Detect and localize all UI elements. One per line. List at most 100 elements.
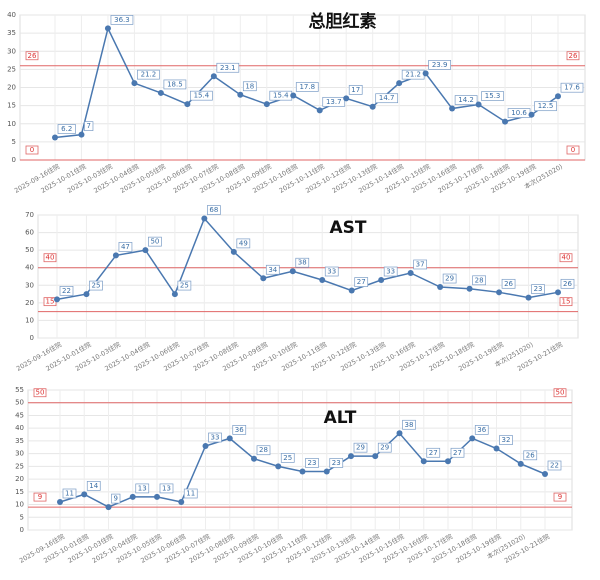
value-label: 34	[268, 266, 277, 274]
value-label-box	[413, 259, 427, 270]
value-label: 21.2	[141, 71, 157, 79]
y-tick-label: 70	[25, 211, 34, 219]
data-point	[323, 468, 330, 475]
value-label: 37	[416, 260, 425, 268]
value-label: 22	[550, 462, 559, 470]
data-point	[260, 275, 267, 282]
value-label-box	[560, 82, 584, 93]
x-tick-label: 2025-09-16住院	[13, 161, 62, 194]
data-point	[396, 430, 403, 437]
value-label-box	[295, 82, 319, 92]
value-label-box	[531, 284, 545, 294]
data-point	[289, 268, 296, 275]
value-label-box	[62, 488, 77, 499]
reference-label-box	[33, 492, 47, 502]
chart-title: ALT	[324, 408, 357, 428]
value-label: 25	[180, 282, 189, 290]
data-point	[81, 491, 88, 498]
data-line	[56, 217, 559, 301]
data-point	[52, 134, 58, 141]
value-label-box	[481, 91, 504, 101]
data-point	[131, 80, 138, 87]
data-point	[210, 73, 217, 80]
value-label: 9	[114, 495, 118, 503]
y-tick-label: 25	[15, 462, 24, 470]
y-tick-label: 10	[7, 120, 16, 128]
chart-title: 总胆红素	[309, 11, 377, 32]
value-label: 7	[86, 122, 90, 130]
y-tick-label: 30	[15, 450, 24, 458]
value-label: 36	[235, 426, 244, 434]
reference-label: 26	[569, 52, 578, 60]
reference-label-box	[553, 492, 567, 502]
value-label-box	[57, 124, 76, 134]
data-point	[112, 252, 119, 259]
value-label: 13	[162, 484, 171, 492]
reference-label: 40	[46, 254, 55, 262]
y-tick-label: 0	[12, 156, 16, 164]
data-point	[496, 289, 503, 296]
reference-label: 9	[558, 493, 562, 501]
value-label: 27	[357, 278, 366, 286]
value-label-box	[265, 264, 280, 275]
value-label-box	[183, 488, 198, 499]
data-point	[422, 70, 429, 77]
value-label: 23	[534, 285, 543, 293]
value-label: 28	[475, 276, 484, 284]
value-label: 23.9	[432, 61, 448, 69]
y-tick-label: 0	[20, 526, 24, 534]
value-label-box	[118, 242, 133, 252]
value-label-box	[547, 460, 562, 471]
value-label: 18	[245, 82, 254, 90]
data-point	[319, 277, 326, 284]
value-label: 26	[526, 451, 535, 459]
y-tick-label: 50	[25, 246, 34, 254]
x-tick-label: 2025-10-18住院	[463, 161, 512, 194]
value-label: 33	[211, 434, 220, 442]
reference-label: 40	[562, 254, 571, 262]
x-tick-label: 2025-10-01住院	[39, 161, 88, 194]
data-point	[343, 95, 350, 102]
value-label: 32	[502, 436, 511, 444]
value-label-box	[329, 458, 344, 468]
value-label: 15.3	[485, 92, 501, 100]
value-label-box	[501, 278, 516, 289]
y-tick-label: 5	[12, 138, 16, 146]
y-tick-label: 40	[25, 264, 34, 272]
y-tick-label: 35	[7, 29, 16, 37]
value-label: 38	[298, 259, 307, 267]
y-tick-label: 30	[7, 47, 16, 55]
x-tick-label: 2025-10-10住院	[251, 161, 300, 194]
data-point	[542, 471, 548, 477]
data-point	[251, 455, 257, 462]
data-point	[299, 468, 306, 475]
data-point	[528, 111, 535, 118]
y-tick-label: 40	[7, 11, 16, 19]
chart-title: AST	[330, 218, 367, 238]
reference-label: 15	[562, 298, 571, 306]
value-label: 27	[453, 449, 462, 457]
x-tick-label: 2025-10-19住院	[489, 161, 538, 194]
x-tick-label: 2025-10-04住院	[92, 161, 141, 194]
value-label-box	[474, 425, 489, 435]
data-point	[369, 103, 376, 110]
value-label: 17.8	[299, 83, 315, 91]
data-point	[445, 458, 451, 465]
reference-label: 0	[30, 146, 34, 154]
data-point	[372, 453, 379, 460]
reference-label-box	[566, 51, 580, 61]
data-point	[157, 89, 164, 96]
chart: 0102030405060702025-09-16住院2025-10-01住院2…	[15, 205, 579, 373]
value-label: 15.4	[273, 92, 289, 100]
y-tick-label: 10	[15, 501, 24, 509]
y-tick-label: 10	[25, 316, 34, 324]
value-label-box	[232, 425, 247, 435]
data-point	[171, 291, 178, 298]
value-label: 28	[259, 446, 268, 454]
value-label-box	[402, 419, 416, 430]
value-label: 33	[327, 268, 336, 276]
reference-label: 9	[38, 493, 42, 501]
value-label-box	[560, 278, 575, 289]
value-label-box	[110, 15, 134, 25]
value-label-box	[354, 277, 369, 287]
